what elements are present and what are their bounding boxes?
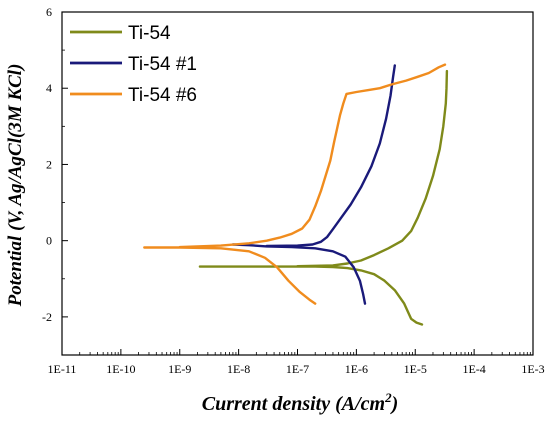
legend-label: Ti-54 #1 (128, 54, 197, 75)
series-line-2 (231, 64, 396, 305)
y-tick-label: -2 (42, 310, 52, 324)
x-tick-label: 1E-7 (286, 362, 309, 376)
x-tick-label: 1E-6 (345, 362, 368, 376)
x-tick-label: 1E-5 (404, 362, 427, 376)
series-line-3 (143, 63, 447, 305)
y-axis-ticks: -2 0 2 4 6 (42, 5, 68, 356)
x-tick-label: 1E-4 (462, 362, 485, 376)
y-tick-label: 0 (46, 234, 52, 248)
y-axis-title: Potential (V, Ag/AgCl(3M KCl) (5, 64, 26, 308)
x-tick-label: 1E-9 (168, 362, 191, 376)
legend-label: Ti-54 (128, 23, 171, 44)
y-tick-label: 2 (46, 157, 52, 171)
x-tick-label: 1E-3 (521, 362, 544, 376)
legend: Ti-54 Ti-54 #1 Ti-54 #6 (70, 23, 197, 106)
y-tick-label: 6 (46, 5, 52, 19)
series-layer (143, 63, 449, 326)
x-tick-label: 1E-10 (106, 362, 135, 376)
legend-label: Ti-54 #6 (128, 85, 197, 106)
x-axis-ticks: 1E-11 1E-10 1E-9 1E-8 1E-7 1E-6 1E-5 1E-4 1E-3 (48, 349, 545, 376)
x-tick-label: 1E-8 (227, 362, 250, 376)
series-line-1 (198, 69, 449, 326)
x-axis-title: Current density (A/cm2) (202, 390, 399, 415)
x-tick-label: 1E-11 (48, 362, 77, 376)
y-tick-label: 4 (46, 81, 52, 95)
